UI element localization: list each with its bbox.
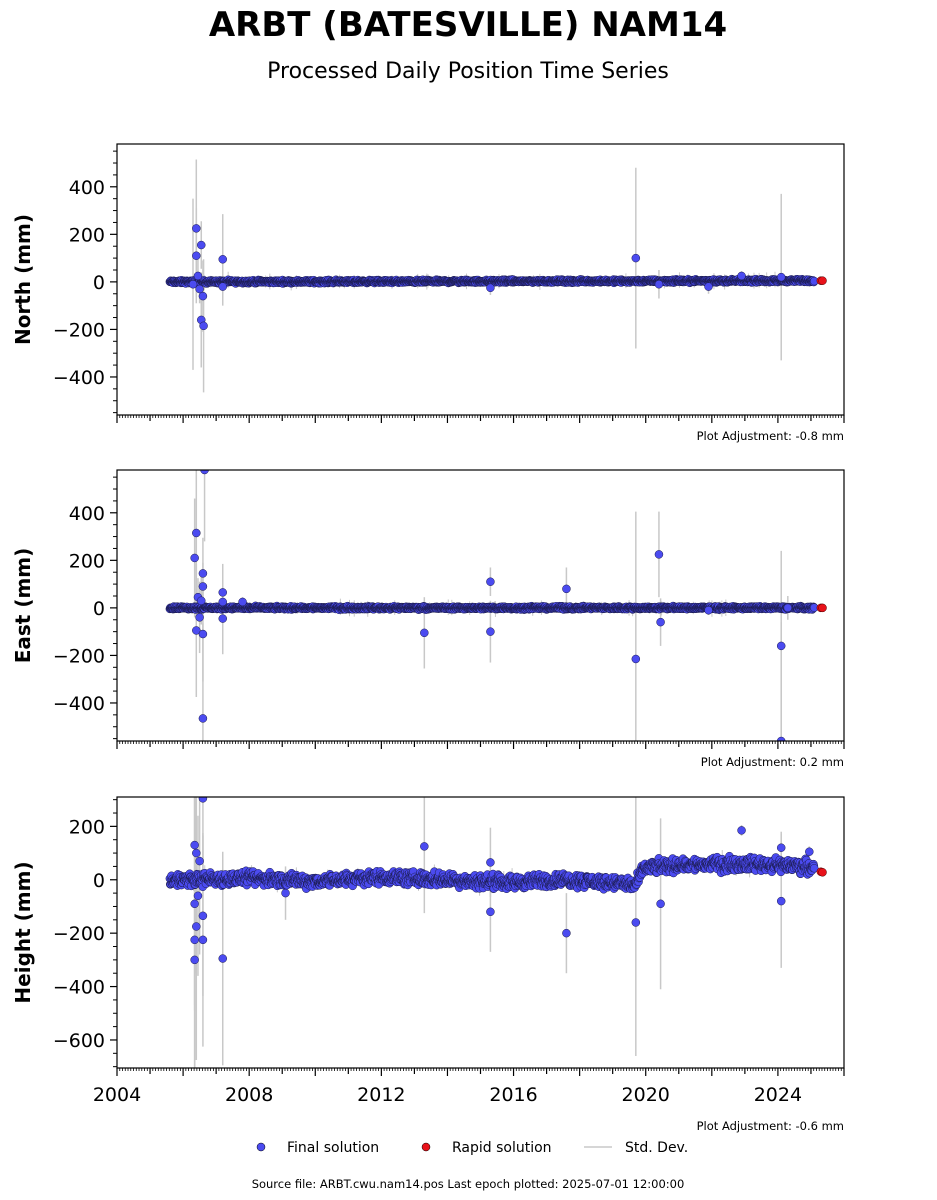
outlier-point — [654, 550, 664, 559]
outlier-point — [704, 282, 713, 291]
outlier-point — [198, 582, 208, 591]
outlier-point — [188, 280, 198, 289]
outlier-point — [776, 641, 786, 651]
chart-subtitle: Processed Daily Position Time Series — [267, 59, 669, 84]
outlier-point — [198, 714, 208, 723]
y-axis-label: North (mm) — [11, 214, 35, 345]
y-tick-label: 400 — [69, 503, 105, 525]
outlier-point — [486, 577, 495, 586]
rapid-point — [818, 603, 827, 613]
outlier-point — [198, 291, 208, 301]
y-tick-label: 0 — [93, 598, 105, 620]
outlier-point — [198, 569, 208, 578]
outlier-point — [192, 626, 201, 635]
final-solution-points — [165, 224, 819, 331]
outlier-point — [704, 606, 713, 615]
outlier-point — [218, 614, 227, 623]
y-tick-label: 200 — [69, 224, 105, 246]
rapid-point — [818, 276, 827, 285]
y-tick-label: 0 — [93, 272, 105, 294]
outlier-point — [190, 553, 199, 563]
y-tick-label: −400 — [53, 367, 105, 389]
plot-area — [165, 797, 827, 1068]
outlier-point — [486, 627, 495, 636]
plot-area — [165, 470, 827, 741]
outlier-point — [218, 597, 227, 607]
outlier-point — [776, 272, 786, 282]
final-solution-points — [165, 470, 819, 741]
plot-adjustment: Plot Adjustment: 0.2 mm — [701, 755, 844, 769]
outlier-point — [218, 588, 227, 597]
outlier-point — [783, 603, 793, 613]
outlier-point — [238, 597, 247, 607]
outlier-point — [193, 271, 203, 281]
final-solution-points — [165, 797, 819, 965]
outlier-point — [562, 584, 571, 594]
y-tick-label: −200 — [53, 645, 105, 667]
y-tick-label: −400 — [53, 693, 105, 715]
y-tick-label: −200 — [53, 319, 105, 341]
plot-area — [165, 159, 827, 393]
outlier-point — [200, 470, 209, 475]
outlier-point — [192, 528, 201, 538]
outlier-point — [631, 253, 641, 263]
panels: 400 200 0 −200 −400 North (mm) Plot Adjustment… — [11, 143, 845, 1133]
panel-2: 400 200 0 −200 −400 East (mm) Plot Adjustment:… — [11, 469, 845, 769]
outlier-point — [776, 736, 786, 741]
panel-1: 400 200 0 −200 −400 North (mm) Plot Adjustment… — [11, 143, 845, 443]
outlier-point — [737, 271, 746, 281]
outlier-point — [199, 321, 208, 331]
outlier-point — [218, 255, 227, 264]
outlier-point — [195, 284, 204, 294]
outlier-point — [198, 629, 208, 639]
outlier-point — [420, 628, 429, 638]
outlier-point — [197, 596, 206, 605]
rapid-solution-points — [816, 276, 827, 285]
outlier-point — [197, 240, 206, 250]
outlier-point — [654, 280, 664, 289]
outlier-point — [656, 617, 665, 627]
y-tick-label: 400 — [69, 177, 105, 199]
outlier-point — [192, 251, 201, 260]
outlier-point — [195, 613, 204, 622]
outlier-point — [192, 224, 201, 233]
outlier-point — [631, 654, 641, 664]
stddev-bars — [169, 470, 802, 741]
y-tick-label: 200 — [69, 550, 105, 572]
outlier-point — [218, 282, 227, 291]
outlier-point — [486, 283, 495, 293]
y-axis-label: East (mm) — [11, 548, 35, 664]
plot-adjustment: Plot Adjustment: -0.8 mm — [697, 429, 844, 443]
chart-title: ARBT (BATESVILLE) NAM14 — [209, 5, 727, 45]
rapid-solution-points — [816, 603, 827, 613]
